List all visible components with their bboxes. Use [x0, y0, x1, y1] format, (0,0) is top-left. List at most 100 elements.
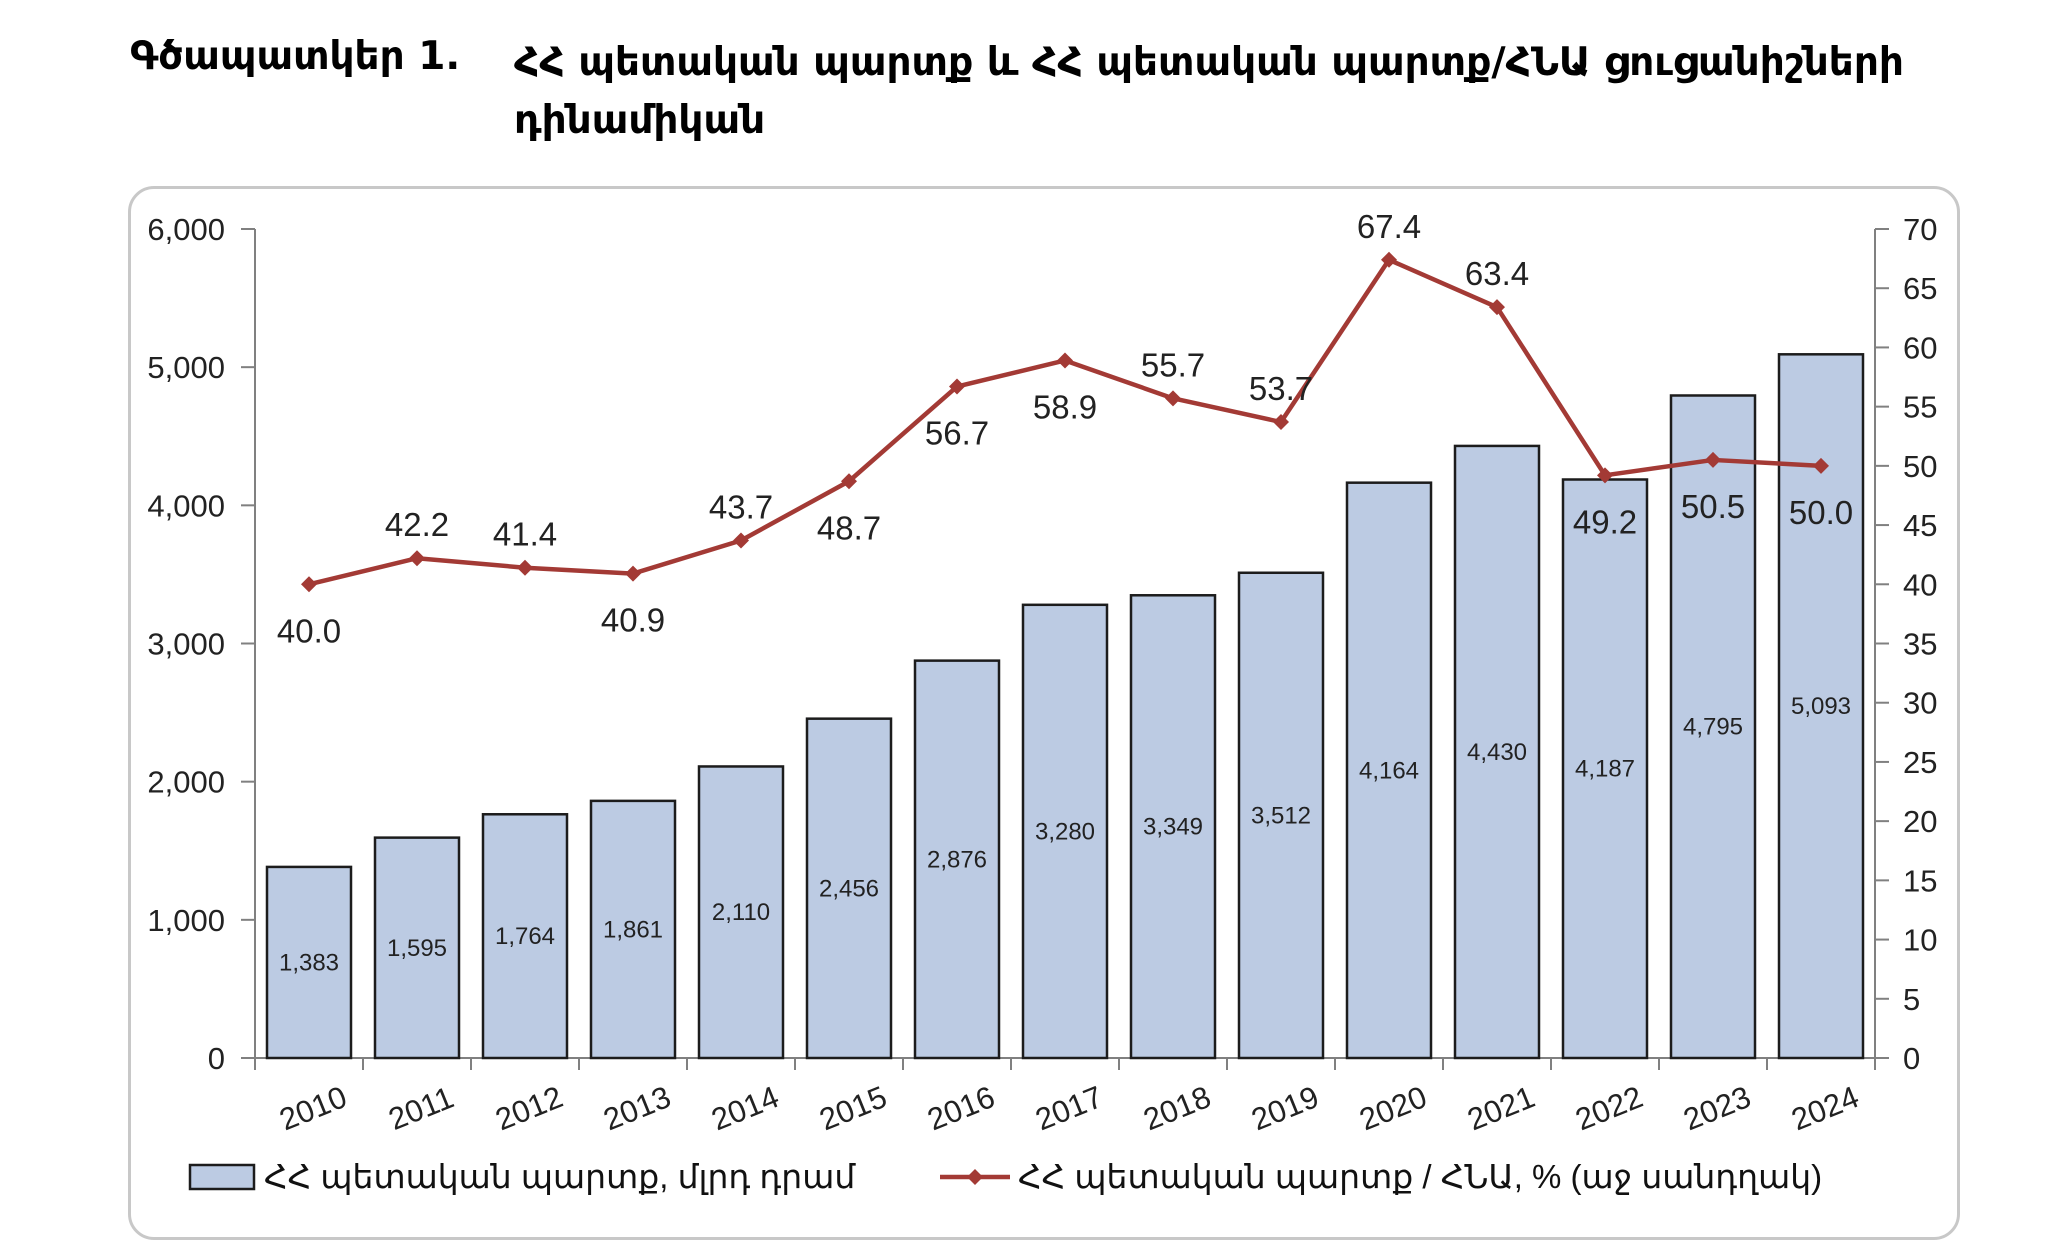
right-axis-tick-label: 35	[1903, 627, 1937, 662]
bar-value-label: 2,876	[927, 846, 987, 873]
right-axis-tick-label: 60	[1903, 330, 1937, 365]
line-point-2015	[841, 473, 857, 490]
right-axis-tick-label: 15	[1903, 863, 1937, 898]
bar-value-label: 2,110	[712, 899, 770, 926]
bar-2014	[697, 765, 785, 1060]
left-axis-tick-label: 1,000	[147, 903, 225, 938]
bar-2022	[1561, 478, 1649, 1060]
line-value-label: 56.7	[925, 415, 989, 452]
bar-2017	[1021, 603, 1109, 1060]
line-point-2016	[949, 378, 965, 395]
x-tick-label: 2017	[1031, 1079, 1108, 1137]
bar-2011	[373, 836, 461, 1060]
left-axis-tick-label: 4,000	[147, 488, 225, 523]
line-value-label: 67.4	[1357, 208, 1421, 245]
line-value-label: 48.7	[817, 509, 881, 546]
bar-value-label: 3,280	[1035, 818, 1095, 845]
right-axis-tick-label: 65	[1903, 271, 1937, 306]
left-axis-tick-label: 2,000	[147, 765, 225, 800]
x-tick-label: 2024	[1787, 1079, 1864, 1137]
figure-title: ՀՀ պետական պարտք և ՀՀ պետական պարտք/ՀՆԱ …	[514, 40, 1904, 143]
bar-2012	[481, 813, 569, 1060]
legend-line-marker	[967, 1169, 983, 1185]
bar-value-label: 1,861	[603, 916, 663, 943]
x-tick-label: 2012	[491, 1079, 568, 1137]
bar-2019	[1237, 571, 1325, 1060]
bar-2021	[1453, 444, 1541, 1060]
line-value-label: 49.2	[1573, 503, 1637, 540]
line-point-2023	[1705, 451, 1721, 468]
line-point-2017	[1057, 352, 1073, 369]
bar-value-label: 4,164	[1359, 757, 1419, 784]
right-axis-tick-label: 30	[1903, 686, 1937, 721]
bar-2016	[913, 659, 1001, 1060]
bar-2010	[265, 865, 353, 1060]
chart-legend: ՀՀ պետական պարտք, մլրդ դրամ ՀՀ պետական պա…	[188, 1158, 1822, 1195]
line-point-2024	[1813, 457, 1829, 474]
bar-2023	[1669, 394, 1757, 1060]
right-axis-tick-label: 40	[1903, 567, 1937, 602]
x-tick-label: 2021	[1463, 1079, 1540, 1137]
line-value-label: 40.9	[601, 602, 665, 639]
x-tick-label: 2013	[599, 1079, 676, 1137]
bar-value-label: 4,795	[1683, 714, 1743, 741]
line-value-label: 41.4	[493, 516, 557, 553]
x-tick-label: 2015	[815, 1079, 892, 1137]
line-value-label: 50.0	[1789, 494, 1853, 531]
left-axis-tick-label: 5,000	[147, 350, 225, 385]
x-tick-label: 2022	[1571, 1079, 1648, 1137]
left-axis-tick-label: 6,000	[147, 212, 225, 247]
chart-frame	[128, 186, 1960, 1240]
bar-value-label: 1,383	[279, 949, 339, 976]
line-value-label: 58.9	[1033, 388, 1097, 425]
bar-value-label: 4,187	[1575, 756, 1635, 783]
bar-value-label: 4,430	[1467, 739, 1527, 766]
x-tick-label: 2018	[1139, 1079, 1216, 1137]
line-point-2019	[1273, 414, 1289, 431]
line-point-2014	[733, 532, 749, 549]
left-axis-tick-label: 0	[208, 1041, 225, 1076]
figure-label: Գծապատկեր 1.	[130, 34, 461, 79]
right-axis-tick-label: 5	[1903, 982, 1920, 1017]
x-tick-label: 2016	[923, 1079, 1000, 1137]
line-point-2020	[1381, 251, 1397, 268]
bar-2015	[805, 717, 893, 1060]
x-tick-label: 2023	[1679, 1079, 1756, 1137]
bar-value-label: 1,764	[495, 923, 555, 950]
legend-bar-label: ՀՀ պետական պարտք, մլրդ դրամ	[264, 1158, 856, 1195]
x-tick-label: 2019	[1247, 1079, 1324, 1137]
line-value-label: 43.7	[709, 488, 773, 525]
right-axis-tick-label: 70	[1903, 212, 1937, 247]
line-point-2011	[409, 550, 425, 567]
right-axis-tick-label: 0	[1903, 1041, 1920, 1076]
right-axis-tick-label: 50	[1903, 449, 1937, 484]
right-axis-tick-label: 10	[1903, 923, 1937, 958]
bar-value-label: 1,595	[387, 935, 447, 962]
line-point-2012	[517, 559, 533, 576]
legend-line-label: ՀՀ պետական պարտք / ՀՆԱ, % (աջ սանդղակ)	[1018, 1158, 1822, 1195]
legend-bar-swatch	[188, 1163, 256, 1191]
line-value-label: 63.4	[1465, 255, 1529, 292]
line-value-label: 40.0	[277, 612, 341, 649]
right-axis-tick-label: 25	[1903, 745, 1937, 780]
line-value-label: 42.2	[385, 506, 449, 543]
right-axis-tick-label: 45	[1903, 508, 1937, 543]
x-tick-label: 2011	[384, 1080, 459, 1137]
line-value-label: 53.7	[1249, 370, 1313, 407]
bar-2020	[1345, 481, 1433, 1060]
line-point-2010	[301, 576, 317, 593]
bar-value-label: 3,349	[1143, 814, 1203, 841]
left-axis-tick-label: 3,000	[147, 627, 225, 662]
line-value-label: 55.7	[1141, 346, 1205, 383]
x-tick-label: 2020	[1355, 1079, 1432, 1137]
bar-2013	[589, 799, 677, 1060]
line-point-2018	[1165, 390, 1181, 407]
bar-2018	[1129, 594, 1217, 1060]
x-tick-label: 2014	[707, 1079, 784, 1137]
bar-value-label: 3,512	[1251, 802, 1311, 829]
line-point-2013	[625, 565, 641, 582]
line-point-2022	[1597, 467, 1613, 484]
bar-value-label: 5,093	[1791, 693, 1851, 720]
bar-value-label: 2,456	[819, 875, 879, 902]
